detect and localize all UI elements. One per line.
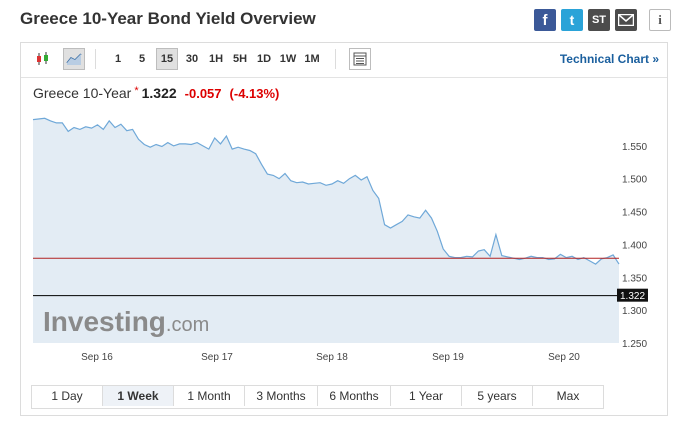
range-1-month[interactable]: 1 Month <box>174 386 245 406</box>
investing-watermark: Investing.com <box>43 306 209 337</box>
chart-toolbar: 1 5 15 30 1H 5H 1D 1W 1M Technical Chart… <box>21 43 667 78</box>
technical-chart-link[interactable]: Technical Chart » <box>559 52 659 66</box>
toolbar-divider <box>95 49 96 69</box>
x-tick-label: Sep 19 <box>432 352 464 363</box>
interval-1d[interactable]: 1D <box>256 53 272 65</box>
x-tick-label: Sep 17 <box>201 352 233 363</box>
page-title: Greece 10-Year Bond Yield Overview <box>20 9 316 28</box>
area-chart-icon <box>66 53 82 65</box>
range-1-day[interactable]: 1 Day <box>32 386 103 406</box>
range-5-years[interactable]: 5 years <box>462 386 533 406</box>
x-tick-label: Sep 20 <box>548 352 580 363</box>
x-tick-label: Sep 16 <box>81 352 113 363</box>
interval-5[interactable]: 5 <box>138 53 146 65</box>
toolbar-divider <box>335 49 336 69</box>
price-chart[interactable]: 1.550 1.500 1.450 1.400 1.350 1.300 1.250 Sep … <box>21 43 667 415</box>
time-range-selector: 1 Day 1 Week 1 Month 3 Months 6 Months 1… <box>31 385 604 409</box>
quote-line: Greece 10-Year * 1.322 -0.057 (-4.13%) <box>33 85 279 101</box>
twitter-share-button[interactable]: t <box>561 9 583 31</box>
last-price-marker <box>617 288 648 302</box>
interval-1h[interactable]: 1H <box>208 53 224 65</box>
twitter-icon: t <box>569 12 575 28</box>
y-tick-label: 1.450 <box>622 208 647 219</box>
price-change-percent: (-4.13%) <box>229 86 280 101</box>
facebook-share-button[interactable]: f <box>534 9 556 31</box>
last-price-marker-label: 1.322 <box>620 291 645 302</box>
price-change: -0.057 <box>184 86 222 101</box>
y-tick-label: 1.300 <box>622 306 647 317</box>
email-share-button[interactable] <box>615 9 637 31</box>
facebook-icon: f <box>542 11 548 29</box>
table-view-button[interactable] <box>349 48 371 70</box>
stocktwits-share-button[interactable]: ST <box>588 9 610 31</box>
info-icon: i <box>658 12 662 27</box>
x-tick-label: Sep 18 <box>316 352 348 363</box>
price-line <box>32 117 620 265</box>
stocktwits-icon: ST <box>591 14 607 26</box>
watermark-brand: Investing <box>43 306 166 337</box>
candlestick-chart-button[interactable] <box>32 48 54 70</box>
instrument-name: Greece 10-Year <box>33 85 132 101</box>
y-tick-label: 1.500 <box>622 175 647 186</box>
range-6-months[interactable]: 6 Months <box>318 386 391 406</box>
email-icon <box>618 14 634 26</box>
interval-30[interactable]: 30 <box>185 53 199 65</box>
y-tick-label: 1.350 <box>622 273 647 284</box>
y-tick-label: 1.250 <box>622 339 647 350</box>
table-icon <box>353 52 367 66</box>
last-price: 1.322 <box>141 85 177 101</box>
price-area-fill <box>33 118 619 343</box>
y-tick-label: 1.550 <box>622 142 647 153</box>
interval-1m[interactable]: 1M <box>304 53 320 65</box>
area-chart-button[interactable] <box>63 48 85 70</box>
y-tick-label: 1.400 <box>622 240 647 251</box>
watermark-suffix: .com <box>166 314 209 336</box>
range-3-months[interactable]: 3 Months <box>245 386 318 406</box>
candlestick-icon <box>37 52 48 65</box>
range-1-year[interactable]: 1 Year <box>391 386 462 406</box>
interval-5h[interactable]: 5H <box>232 53 248 65</box>
info-button[interactable]: i <box>649 9 671 31</box>
interval-1w[interactable]: 1W <box>279 53 297 65</box>
range-1-week[interactable]: 1 Week <box>103 386 174 406</box>
range-max[interactable]: Max <box>533 386 603 406</box>
interval-1[interactable]: 1 <box>114 53 122 65</box>
chart-panel: 1 5 15 30 1H 5H 1D 1W 1M Technical Chart… <box>20 42 668 416</box>
delayed-star-icon: * <box>134 85 139 97</box>
interval-15[interactable]: 15 <box>156 48 178 70</box>
